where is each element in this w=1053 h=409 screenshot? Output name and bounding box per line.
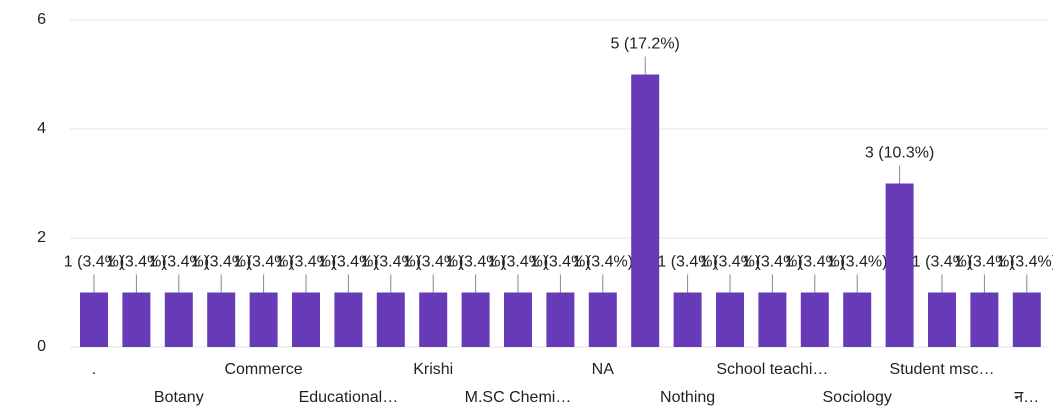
- x-tick-label: Student msc…: [890, 361, 995, 378]
- data-label: 1 (3.4%): [318, 254, 378, 271]
- bar: [334, 292, 363, 347]
- bar: [843, 292, 872, 347]
- x-tick-label: न…: [1014, 389, 1039, 406]
- data-label: 1 (3.4%): [700, 254, 760, 271]
- data-label: 1 (3.4%): [233, 254, 293, 271]
- data-label: 1 (3.4%): [488, 254, 548, 271]
- data-label: 1 (3.4%): [276, 254, 336, 271]
- bar: [928, 292, 956, 347]
- data-label: 1 (3.4%): [106, 254, 166, 271]
- y-tick-label: 4: [37, 120, 46, 137]
- data-label: 1 (3.4%): [573, 254, 633, 271]
- data-label: 1 (3.4%): [827, 254, 887, 271]
- data-label: 5 (17.2%): [611, 36, 680, 53]
- bar: [673, 292, 702, 347]
- data-label: 1 (3.4%): [657, 254, 717, 271]
- bar: [249, 292, 278, 347]
- bar: [716, 292, 744, 347]
- x-tick-label: Commerce: [224, 361, 302, 378]
- bar: [800, 292, 829, 347]
- data-label: 1 (3.4%): [191, 254, 251, 271]
- y-tick-label: 6: [37, 11, 46, 28]
- y-tick-label: 2: [37, 229, 46, 246]
- x-tick-label: Sociology: [823, 389, 892, 406]
- bar: [885, 183, 914, 347]
- data-label: 1 (3.4%): [64, 254, 124, 271]
- bar: [80, 292, 108, 347]
- bar: [758, 292, 787, 347]
- data-label: 1 (3.4%): [403, 254, 463, 271]
- x-tick-label: .: [92, 361, 96, 378]
- x-tick-label: NA: [592, 361, 615, 378]
- bar: [546, 292, 575, 347]
- bar: [292, 292, 320, 347]
- data-label: 1 (3.4%): [149, 254, 209, 271]
- data-label: 1 (3.4%): [997, 254, 1053, 271]
- data-label: 1 (3.4%): [445, 254, 505, 271]
- bar: [419, 292, 448, 347]
- x-tick-label: Botany: [154, 389, 204, 406]
- bar: [164, 292, 193, 347]
- y-tick-label: 0: [37, 338, 46, 355]
- x-tick-label: M.SC Chemi…: [465, 389, 572, 406]
- data-label: 1 (3.4%): [530, 254, 590, 271]
- data-label: 1 (3.4%): [785, 254, 845, 271]
- data-label: 1 (3.4%): [912, 254, 972, 271]
- bar: [970, 292, 999, 347]
- bar: [631, 74, 660, 347]
- bar: [504, 292, 532, 347]
- bar: [376, 292, 405, 347]
- x-tick-label: Educational…: [299, 389, 399, 406]
- data-label: 1 (3.4%): [954, 254, 1014, 271]
- bar: [122, 292, 151, 347]
- x-tick-label: Krishi: [413, 361, 453, 378]
- x-tick-label: School teachi…: [716, 361, 828, 378]
- bar: [588, 292, 617, 347]
- x-tick-label: Nothing: [660, 389, 715, 406]
- data-label: 1 (3.4%): [361, 254, 421, 271]
- bar: [461, 292, 490, 347]
- data-label: 1 (3.4%): [742, 254, 802, 271]
- bar: [1012, 292, 1041, 347]
- data-label: 3 (10.3%): [865, 145, 934, 162]
- bar: [207, 292, 236, 347]
